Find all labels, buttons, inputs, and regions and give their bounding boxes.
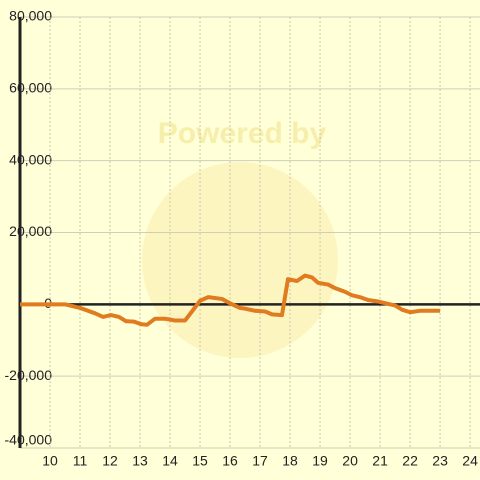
x-tick-label: 24 bbox=[462, 453, 478, 469]
y-tick-label: 80,000 bbox=[9, 8, 52, 24]
data-line bbox=[20, 273, 441, 327]
x-tick-label: 17 bbox=[252, 453, 268, 469]
x-tick-label: 15 bbox=[192, 453, 208, 469]
y-tick-label: 20,000 bbox=[9, 223, 52, 239]
y-tick-label: 40,000 bbox=[9, 151, 52, 167]
x-tick-label: 13 bbox=[132, 453, 148, 469]
x-tick-label: 14 bbox=[162, 453, 178, 469]
watermark-logo bbox=[142, 162, 338, 358]
x-tick-label: 20 bbox=[342, 453, 358, 469]
x-tick-label: 10 bbox=[42, 453, 58, 469]
x-tick-label: 19 bbox=[312, 453, 328, 469]
x-tick-label: 18 bbox=[282, 453, 298, 469]
x-tick-label: 22 bbox=[402, 453, 418, 469]
y-tick-label: 60,000 bbox=[9, 80, 52, 96]
y-tick-label: -20,000 bbox=[5, 367, 53, 383]
x-tick-label: 12 bbox=[102, 453, 118, 469]
y-tick-label: -40,000 bbox=[5, 432, 53, 448]
x-tick-label: 16 bbox=[222, 453, 238, 469]
watermark: Powered by bbox=[158, 117, 327, 150]
x-tick-label: 11 bbox=[73, 453, 88, 469]
x-tick-label: 21 bbox=[372, 453, 388, 469]
x-tick-label: 23 bbox=[432, 453, 448, 469]
